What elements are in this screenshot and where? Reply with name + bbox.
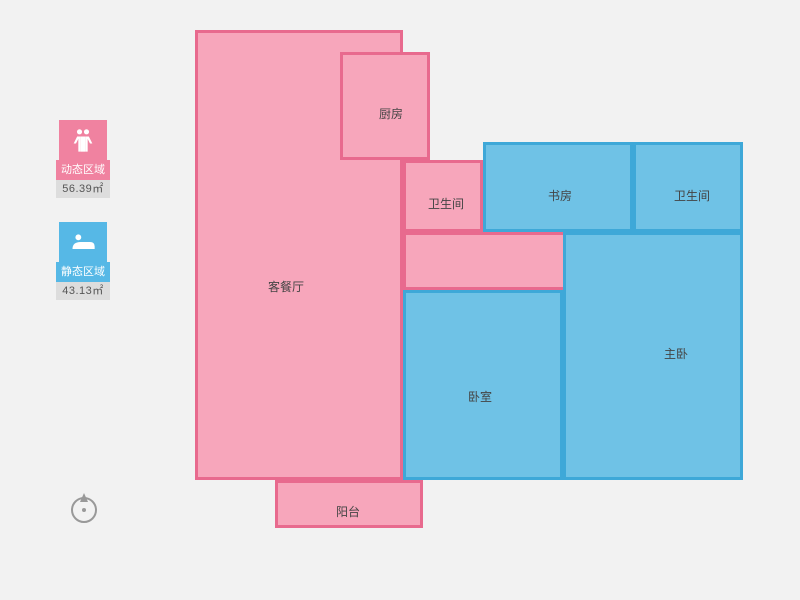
legend-panel: 动态区域 56.39㎡ 静态区域 43.13㎡: [56, 120, 110, 324]
room-wc2: 卫生间: [633, 142, 743, 232]
dynamic-zone-icon: [59, 120, 107, 160]
static-zone-icon: [59, 222, 107, 262]
room-wc1: 卫生间: [403, 160, 483, 232]
legend-static-title: 静态区域: [56, 262, 110, 282]
room-label-bedroom: 卧室: [468, 388, 492, 405]
room-kitchen: 厨房: [340, 52, 430, 160]
room-bedroom: 卧室: [403, 290, 563, 480]
room-study: 书房: [483, 142, 633, 232]
room-label-kitchen: 厨房: [379, 105, 403, 122]
legend-static: 静态区域 43.13㎡: [56, 222, 110, 300]
room-label-study: 书房: [548, 187, 572, 204]
legend-dynamic-value: 56.39㎡: [56, 180, 110, 198]
room-label-wc2: 卫生间: [674, 187, 710, 204]
compass-icon: [66, 490, 102, 526]
room-label-wc1: 卫生间: [428, 195, 464, 212]
room-label-balcony: 阳台: [336, 503, 360, 520]
room-label-living: 客餐厅: [268, 278, 304, 295]
room-master: 主卧: [563, 232, 743, 480]
legend-dynamic: 动态区域 56.39㎡: [56, 120, 110, 198]
floor-plan: 客餐厅 厨房卫生间阳台 书房 卫生间卧室 主卧: [195, 20, 755, 580]
room-balcony: 阳台: [275, 480, 423, 528]
legend-static-value: 43.13㎡: [56, 282, 110, 300]
legend-dynamic-title: 动态区域: [56, 160, 110, 180]
room-label-master: 主卧: [664, 345, 688, 362]
